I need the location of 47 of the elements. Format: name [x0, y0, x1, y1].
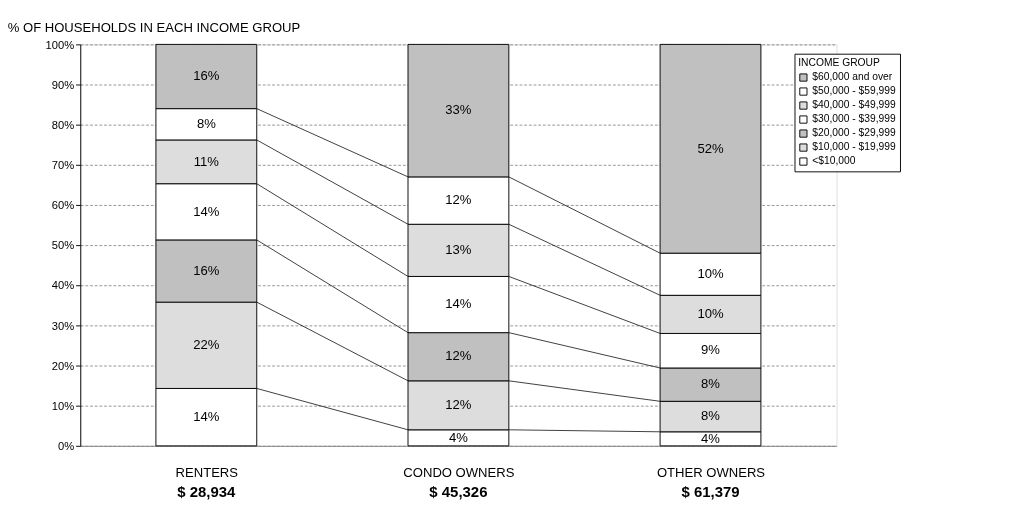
y-tick-label: 90% — [51, 78, 75, 91]
data-label: 11% — [193, 153, 220, 169]
legend-label: $50,000 - $59,999 — [812, 85, 896, 97]
y-tick-label: 20% — [51, 359, 75, 372]
legend-label: <$10,000 — [812, 155, 856, 167]
text: $ 45,326 — [429, 483, 488, 501]
data-label: 4% — [701, 430, 721, 446]
data-label: 10% — [697, 265, 724, 281]
legend-title: INCOME GROUP — [798, 56, 880, 68]
data-label: 8% — [701, 408, 721, 424]
data-label: 22% — [193, 337, 220, 353]
y-tick-label: 10% — [51, 399, 75, 412]
data-label: 10% — [697, 306, 724, 322]
y-tick-label: 30% — [51, 319, 75, 332]
legend-label: $60,000 and over — [812, 71, 893, 83]
x-tick-label: OTHER OWNERS — [656, 465, 766, 481]
y-tick-label: 100% — [45, 38, 75, 51]
data-label: 14% — [445, 296, 472, 312]
data-label: 52% — [697, 140, 724, 156]
data-label: 8% — [701, 376, 721, 392]
data-label: 16% — [193, 262, 220, 278]
data-label: 12% — [445, 192, 472, 208]
y-tick-label: 70% — [51, 159, 75, 172]
y-tick-label: 80% — [51, 118, 75, 131]
legend-label: $20,000 - $29,999 — [812, 127, 896, 139]
data-label: 14% — [193, 203, 220, 219]
y-tick-label: 0% — [58, 440, 75, 453]
text: $ 61,379 — [681, 483, 740, 501]
data-label: 8% — [196, 116, 217, 132]
y-tick-label: 60% — [51, 199, 75, 212]
text: $ 28,934 — [177, 483, 237, 501]
legend-label: $40,000 - $49,999 — [812, 99, 896, 111]
data-label: 14% — [193, 408, 220, 424]
y-tick-label: 40% — [51, 279, 75, 292]
chart-title: % OF HOUSEHOLDS IN EACH INCOME GROUP — [7, 20, 301, 36]
legend-label: $30,000 - $39,999 — [812, 113, 896, 125]
data-label: 16% — [193, 68, 220, 84]
data-label: 12% — [445, 397, 472, 413]
x-tick-label: RENTERS — [175, 465, 239, 481]
x-tick-label: CONDO OWNERS — [403, 465, 515, 481]
data-label: 13% — [445, 242, 472, 258]
legend-label: $10,000 - $19,999 — [812, 141, 896, 153]
data-label: 9% — [701, 342, 721, 358]
data-label: 4% — [448, 429, 469, 445]
data-label: 33% — [445, 102, 472, 118]
data-label: 12% — [445, 348, 472, 364]
y-tick-label: 50% — [51, 239, 75, 252]
